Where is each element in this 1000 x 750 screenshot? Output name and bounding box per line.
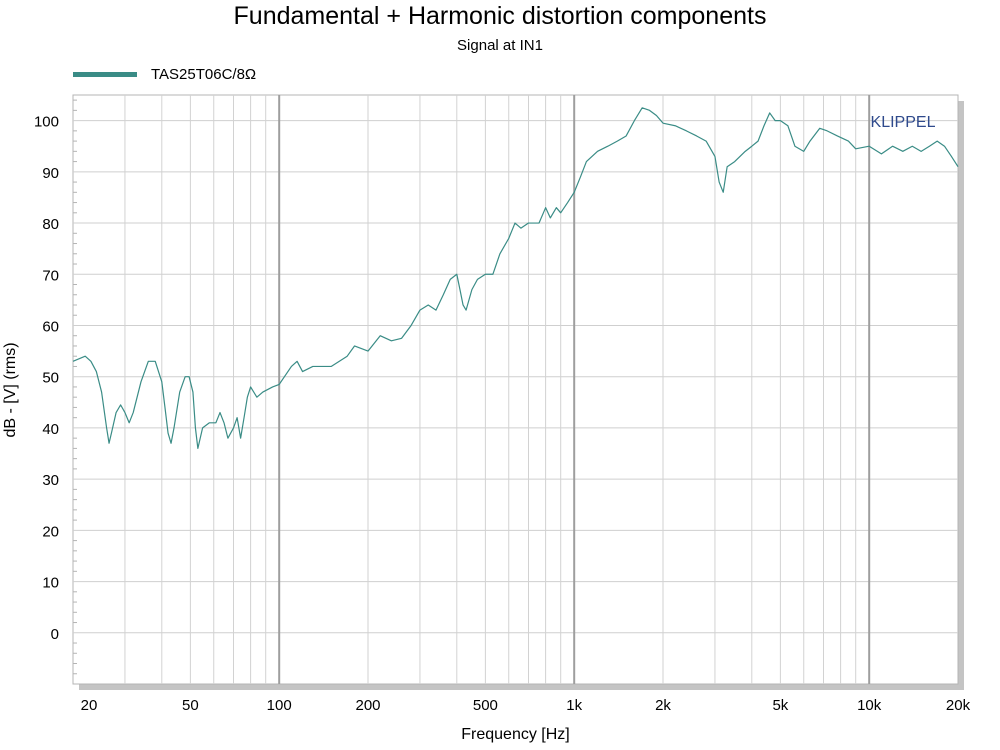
y-axis-label: dB - [V] (rms) [2, 342, 19, 437]
y-tick-label: 80 [42, 216, 59, 233]
y-tick-label: 90 [42, 165, 59, 182]
x-tick-label: 10k [857, 697, 882, 714]
x-tick-label: 2k [655, 697, 671, 714]
klippel-watermark: KLIPPEL [871, 114, 936, 131]
x-tick-label: 20 [81, 697, 98, 714]
y-tick-label: 70 [42, 267, 59, 284]
y-tick-label: 40 [42, 421, 59, 438]
legend: TAS25T06C/8Ω [73, 64, 256, 84]
x-tick-label: 5k [772, 697, 788, 714]
legend-swatch [73, 71, 137, 77]
x-tick-label: 1k [566, 697, 582, 714]
x-axis-label: Frequency [Hz] [461, 726, 569, 743]
plot-area [72, 94, 959, 685]
y-tick-label: 0 [51, 626, 59, 643]
y-tick-label: 50 [42, 370, 59, 387]
y-tick-label: 100 [34, 114, 59, 131]
x-tick-label: 100 [267, 697, 292, 714]
x-tick-label: 20k [946, 697, 971, 714]
chart-subtitle: Signal at IN1 [457, 37, 543, 54]
x-tick-label: 200 [355, 697, 380, 714]
series-line [72, 107, 959, 449]
y-tick-label: 10 [42, 575, 59, 592]
x-tick-label: 500 [473, 697, 498, 714]
y-tick-label: 30 [42, 472, 59, 489]
chart-title: Fundamental + Harmonic distortion compon… [233, 2, 767, 30]
legend-label: TAS25T06C/8Ω [151, 65, 257, 83]
y-tick-label: 60 [42, 318, 59, 335]
x-tick-label: 50 [182, 697, 199, 714]
y-tick-label: 20 [42, 523, 59, 540]
